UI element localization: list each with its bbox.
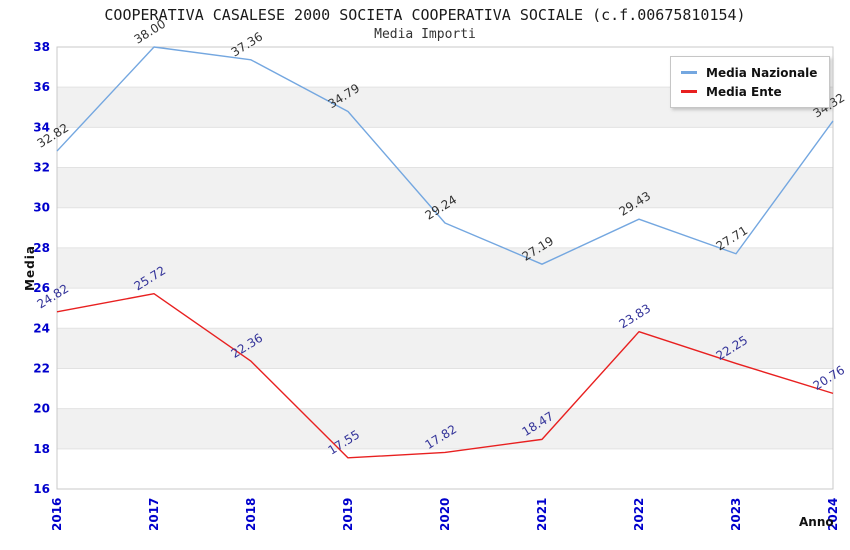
y-tick-label: 24	[33, 321, 50, 335]
value-label-0: 38.00	[132, 17, 169, 47]
legend-swatch-red-line-icon	[681, 90, 697, 93]
y-axis-title: Media	[23, 245, 37, 291]
x-tick-label: 2023	[729, 498, 743, 531]
y-tick-label: 38	[33, 40, 50, 54]
y-tick-label: 26	[33, 281, 50, 295]
y-tick-label: 16	[33, 482, 50, 496]
chart-subtitle: Media Importi	[374, 27, 476, 42]
series-line-1	[56, 293, 834, 459]
x-tick-label: 2016	[50, 498, 64, 531]
value-label-1: 23.83	[617, 301, 654, 331]
x-tick-label: 2019	[341, 498, 355, 531]
x-tick-label: 2020	[438, 498, 452, 531]
y-tick-label: 20	[33, 402, 50, 416]
legend-label: Media Ente	[706, 84, 782, 99]
grid-band	[57, 408, 833, 449]
plot-border	[56, 46, 834, 490]
y-tick-label: 30	[33, 201, 50, 215]
x-tick-label: 2024	[826, 498, 840, 531]
chart-title: COOPERATIVA CASALESE 2000 SOCIETA COOPER…	[104, 6, 746, 24]
legend-item-media-ente: Media Ente	[681, 82, 817, 101]
y-tick-label: 34	[33, 120, 50, 134]
legend-item-media-nazionale: Media Nazionale	[681, 63, 817, 82]
x-tick-label: 2022	[632, 498, 646, 531]
value-label-0: 37.36	[229, 29, 266, 59]
y-tick-label: 28	[33, 241, 50, 255]
x-tick-label: 2018	[244, 498, 258, 531]
y-tick-label: 18	[33, 442, 50, 456]
x-tick-label: 2017	[147, 498, 161, 531]
legend-label: Media Nazionale	[706, 65, 818, 80]
legend-swatch-blue-line-icon	[681, 71, 697, 74]
grid-band	[57, 247, 833, 289]
grid-band	[57, 328, 833, 369]
grid-band	[57, 167, 833, 208]
x-tick-label: 2021	[535, 498, 549, 531]
legend-box: Media Nazionale Media Ente	[670, 56, 831, 108]
y-tick-label: 32	[33, 161, 50, 175]
y-tick-label: 36	[33, 80, 50, 94]
series-line-0	[56, 46, 834, 265]
y-tick-label: 22	[33, 361, 50, 375]
x-axis-title: Anno	[799, 515, 834, 529]
